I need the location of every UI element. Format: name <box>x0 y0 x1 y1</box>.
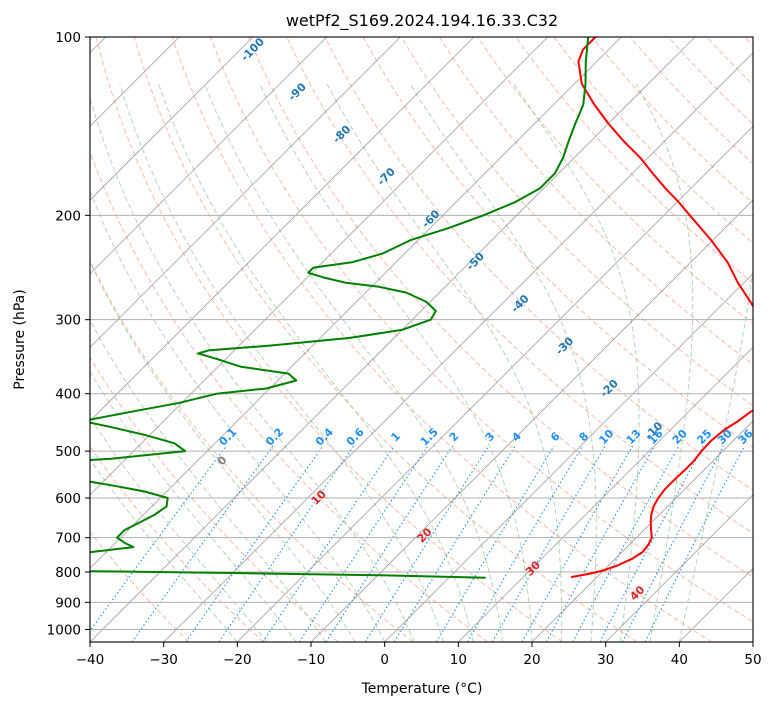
isotherm-line <box>90 37 622 569</box>
moist-adiabat <box>678 83 753 642</box>
temperature-profile <box>570 37 753 579</box>
dry-adiabat <box>248 37 753 578</box>
dry-adiabat <box>171 37 712 642</box>
isotherm-line <box>90 37 548 496</box>
mixing-ratio-line <box>131 445 274 642</box>
x-tick-label: 20 <box>523 652 540 668</box>
moist-adiabat <box>326 83 563 642</box>
mixing-ratio-line <box>325 445 454 642</box>
mixing-ratio-line <box>435 445 555 642</box>
moist-adiabat <box>90 370 297 642</box>
y-tick-label: 600 <box>55 491 81 507</box>
moist-adiabat <box>259 83 533 642</box>
moist-adiabat <box>90 96 415 642</box>
x-tick-label: −20 <box>223 652 252 668</box>
x-axis-label: Temperature (°C) <box>361 681 483 697</box>
dry-adiabat <box>90 150 488 642</box>
dry-adiabat <box>95 37 563 642</box>
y-tick-label: 800 <box>55 565 81 581</box>
isotherm-line <box>90 37 327 275</box>
moist-adiabat <box>158 83 474 642</box>
x-tick-label: −30 <box>149 652 178 668</box>
dewpoint-profile <box>90 37 590 579</box>
isotherm-line <box>90 37 475 422</box>
x-tick-label: −10 <box>297 652 326 668</box>
isotherm-line <box>90 37 254 201</box>
y-tick-label: 100 <box>55 30 81 46</box>
moist-adiabat <box>90 458 238 642</box>
isotherm-line <box>458 346 753 642</box>
y-tick-label: 500 <box>55 444 81 460</box>
mixing-ratio-line <box>545 445 656 642</box>
x-tick-label: 0 <box>380 652 389 668</box>
isotherm-line <box>605 494 753 642</box>
dry-adiabat <box>400 37 753 407</box>
y-tick-label: 200 <box>55 208 81 224</box>
moist-adiabat <box>513 83 640 642</box>
isotherm-line <box>90 37 696 642</box>
mixing-ratio-line <box>364 445 490 642</box>
moist-adiabat <box>204 83 503 642</box>
dry-adiabat <box>210 37 753 623</box>
y-tick-label: 300 <box>55 313 81 329</box>
isotherm-line <box>384 273 753 642</box>
dry-adiabat <box>324 37 753 491</box>
mixing-ratio-line <box>521 445 633 642</box>
sounding-profiles <box>90 37 753 579</box>
moist-adiabat <box>409 83 597 642</box>
isotherm-line <box>90 37 401 348</box>
x-tick-label: 30 <box>597 652 614 668</box>
mixing-ratio-line <box>467 445 584 642</box>
moist-adiabat <box>119 83 445 642</box>
dry-adiabat <box>90 531 190 642</box>
isotherm-line <box>237 125 753 642</box>
background-lines <box>90 37 753 642</box>
y-tick-label: 1000 <box>47 622 81 638</box>
dry-adiabat <box>515 37 753 284</box>
y-tick-label: 400 <box>55 387 81 403</box>
plot-frame <box>89 36 754 643</box>
y-tick-label: 700 <box>55 531 81 547</box>
isotherm-line <box>163 52 753 642</box>
dry-adiabat <box>133 37 638 642</box>
mixing-ratio-line <box>262 445 395 642</box>
mixing-ratio-line <box>621 445 725 642</box>
x-tick-label: −40 <box>76 652 105 668</box>
mixing-ratio-line <box>218 445 355 642</box>
y-axis-label: Pressure (hPa) <box>12 289 28 389</box>
dry-adiabat <box>90 356 339 642</box>
x-tick-label: 50 <box>744 652 761 668</box>
mixing-ratio-line <box>298 445 429 642</box>
y-tick-label: 900 <box>55 595 81 611</box>
moist-adiabat <box>90 319 327 642</box>
isotherm-line <box>531 420 753 642</box>
axes: −40 −30 −20 −10 0 10 20 30 40 50 100 200 300 400 500 60… <box>47 30 762 668</box>
moist-adiabat <box>90 260 356 642</box>
x-tick-label: 10 <box>450 652 467 668</box>
x-tick-label: 40 <box>671 652 688 668</box>
mixing-ratio-line <box>644 445 746 642</box>
chart-title: wetPf2_S169.2024.194.16.33.C32 <box>286 11 558 31</box>
mixing-ratio-line <box>185 445 324 642</box>
dry-adiabat <box>438 37 753 366</box>
isotherm-line <box>310 199 753 642</box>
moist-adiabat <box>635 83 694 642</box>
